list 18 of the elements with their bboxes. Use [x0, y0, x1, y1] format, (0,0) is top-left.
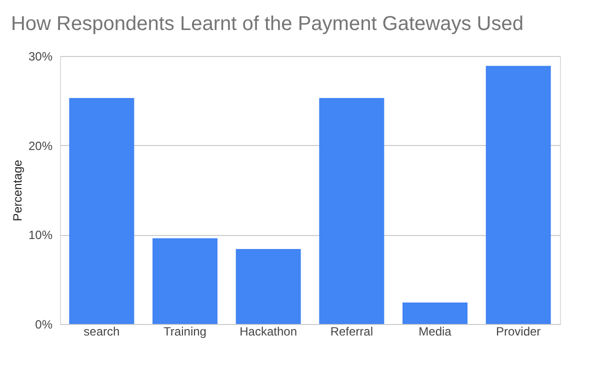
- x-tick-label: search: [84, 324, 120, 338]
- bar: [236, 248, 301, 324]
- x-tick-label: Provider: [496, 324, 541, 338]
- y-tick-label: 30%: [28, 50, 53, 64]
- bar: [69, 98, 134, 324]
- y-tick-label: 10%: [28, 228, 53, 242]
- x-tick-label: Hackathon: [240, 324, 298, 338]
- bar: [402, 302, 468, 324]
- chart-title: How Respondents Learnt of the Payment Gateways Used: [10, 13, 524, 35]
- bar: [152, 238, 218, 324]
- x-tick-label: Training: [164, 324, 206, 338]
- y-tick-label: 20%: [28, 138, 53, 153]
- x-tick-label: Media: [418, 324, 452, 338]
- x-tick-label: Referral: [330, 324, 374, 338]
- bar: [486, 66, 551, 324]
- bar: [319, 98, 384, 324]
- y-axis-title: Percentage: [10, 159, 24, 222]
- y-tick-label: 0%: [35, 318, 53, 332]
